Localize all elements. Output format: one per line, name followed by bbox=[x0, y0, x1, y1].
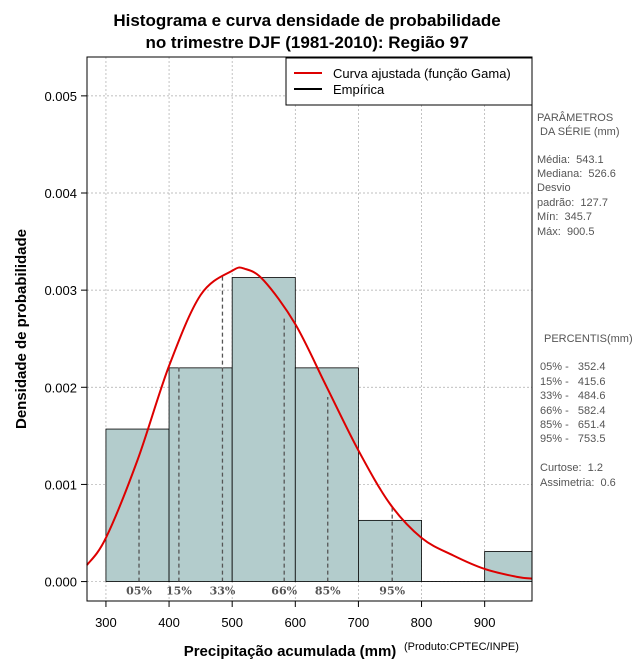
legend-box bbox=[285, 57, 533, 106]
param-median: Mediana: 526.6 bbox=[537, 168, 616, 180]
percentile-label: 95% bbox=[379, 585, 405, 598]
percentis-title: PERCENTIS(mm) bbox=[544, 333, 633, 345]
y-tick-label: 0.004 bbox=[44, 186, 77, 201]
series-parameters: PARÂMETROS DA SÉRIE (mm) Média: 543.1 Me… bbox=[537, 111, 620, 238]
plot-frame bbox=[86, 56, 533, 602]
fitted-gamma-curve bbox=[86, 266, 533, 580]
x-tick-label: 700 bbox=[348, 615, 370, 630]
histogram-bar bbox=[105, 428, 170, 582]
param-min: Mín: 345.7 bbox=[537, 211, 592, 223]
param-mean: Média: 543.1 bbox=[537, 154, 604, 166]
x-axis-ticks: 300 400 500 600 700 800 900 bbox=[95, 601, 496, 630]
x-tick-label: 500 bbox=[221, 615, 243, 630]
percentile-label: 66% bbox=[271, 585, 297, 598]
percentile-label: 33% bbox=[210, 585, 236, 598]
y-axis-ticks: 0.000 0.001 0.002 0.003 0.004 0.005 bbox=[44, 89, 87, 590]
legend-empirical-label: Empírica bbox=[333, 82, 385, 97]
kurtosis: Curtose: 1.2 bbox=[540, 462, 603, 474]
x-tick-label: 800 bbox=[411, 615, 433, 630]
percentile-labels: 05% 15% 33% 66% 85% 95% bbox=[126, 585, 405, 598]
histogram-bar bbox=[294, 367, 359, 582]
y-tick-label: 0.003 bbox=[44, 283, 77, 298]
histogram-bar bbox=[231, 277, 296, 582]
percentil-66: 66% - 582.4 bbox=[540, 405, 605, 417]
param-max: Máx: 900.5 bbox=[537, 226, 594, 238]
chart-title-line-1: Histograma e curva densidade de probabil… bbox=[113, 11, 500, 30]
y-tick-label: 0.002 bbox=[44, 380, 77, 395]
percentile-label: 15% bbox=[166, 585, 192, 598]
percentile-label: 05% bbox=[126, 585, 152, 598]
percentil-85: 85% - 651.4 bbox=[540, 419, 605, 431]
percentiles-panel: PERCENTIS(mm) 05% - 352.4 15% - 415.6 33… bbox=[540, 333, 633, 489]
x-tick-label: 600 bbox=[284, 615, 306, 630]
y-tick-label: 0.005 bbox=[44, 89, 77, 104]
skewness: Assimetria: 0.6 bbox=[540, 477, 616, 489]
histogram-bar bbox=[484, 551, 533, 582]
param-std-value: padrão: 127.7 bbox=[537, 197, 608, 209]
params-title-line-1: PARÂMETROS bbox=[537, 111, 613, 124]
percentile-label: 85% bbox=[315, 585, 341, 598]
percentil-95: 95% - 753.5 bbox=[540, 433, 605, 445]
percentile-lines bbox=[138, 275, 393, 582]
percentil-33: 33% - 484.6 bbox=[540, 390, 605, 402]
histogram-bar bbox=[358, 519, 422, 582]
y-tick-label: 0.000 bbox=[44, 575, 77, 590]
legend-curve-label: Curva ajustada (função Gama) bbox=[333, 66, 511, 81]
legend: Curva ajustada (função Gama) Empírica bbox=[285, 57, 533, 106]
histogram-bars bbox=[105, 277, 533, 582]
param-std-label: Desvio bbox=[537, 182, 571, 194]
params-title-line-2: DA SÉRIE (mm) bbox=[537, 125, 620, 138]
percentil-05: 05% - 352.4 bbox=[540, 361, 605, 373]
chart-title-line-2: no trimestre DJF (1981-2010): Região 97 bbox=[145, 33, 468, 52]
percentil-15: 15% - 415.6 bbox=[540, 376, 605, 388]
histogram-bar bbox=[168, 367, 233, 582]
x-tick-label: 400 bbox=[158, 615, 180, 630]
y-tick-label: 0.001 bbox=[44, 477, 77, 492]
y-axis-title: Densidade de probabilidade bbox=[13, 229, 30, 429]
x-tick-label: 900 bbox=[474, 615, 496, 630]
product-credit: (Produto:CPTEC/INPE) bbox=[404, 641, 519, 653]
x-axis-title: Precipitação acumulada (mm) bbox=[184, 643, 397, 660]
x-tick-label: 300 bbox=[95, 615, 117, 630]
